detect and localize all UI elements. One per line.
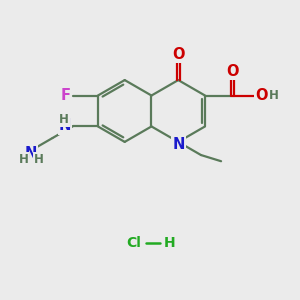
Text: H: H <box>59 113 69 127</box>
Text: H: H <box>19 153 28 166</box>
Text: F: F <box>60 88 70 103</box>
Text: H: H <box>34 153 44 166</box>
Text: H: H <box>269 89 279 102</box>
Text: N: N <box>25 146 37 161</box>
Text: N: N <box>59 118 71 134</box>
Text: H: H <box>163 236 175 250</box>
Text: O: O <box>172 47 184 62</box>
Text: N: N <box>172 137 185 152</box>
Text: O: O <box>226 64 239 79</box>
Text: Cl: Cl <box>126 236 141 250</box>
Text: O: O <box>255 88 268 103</box>
